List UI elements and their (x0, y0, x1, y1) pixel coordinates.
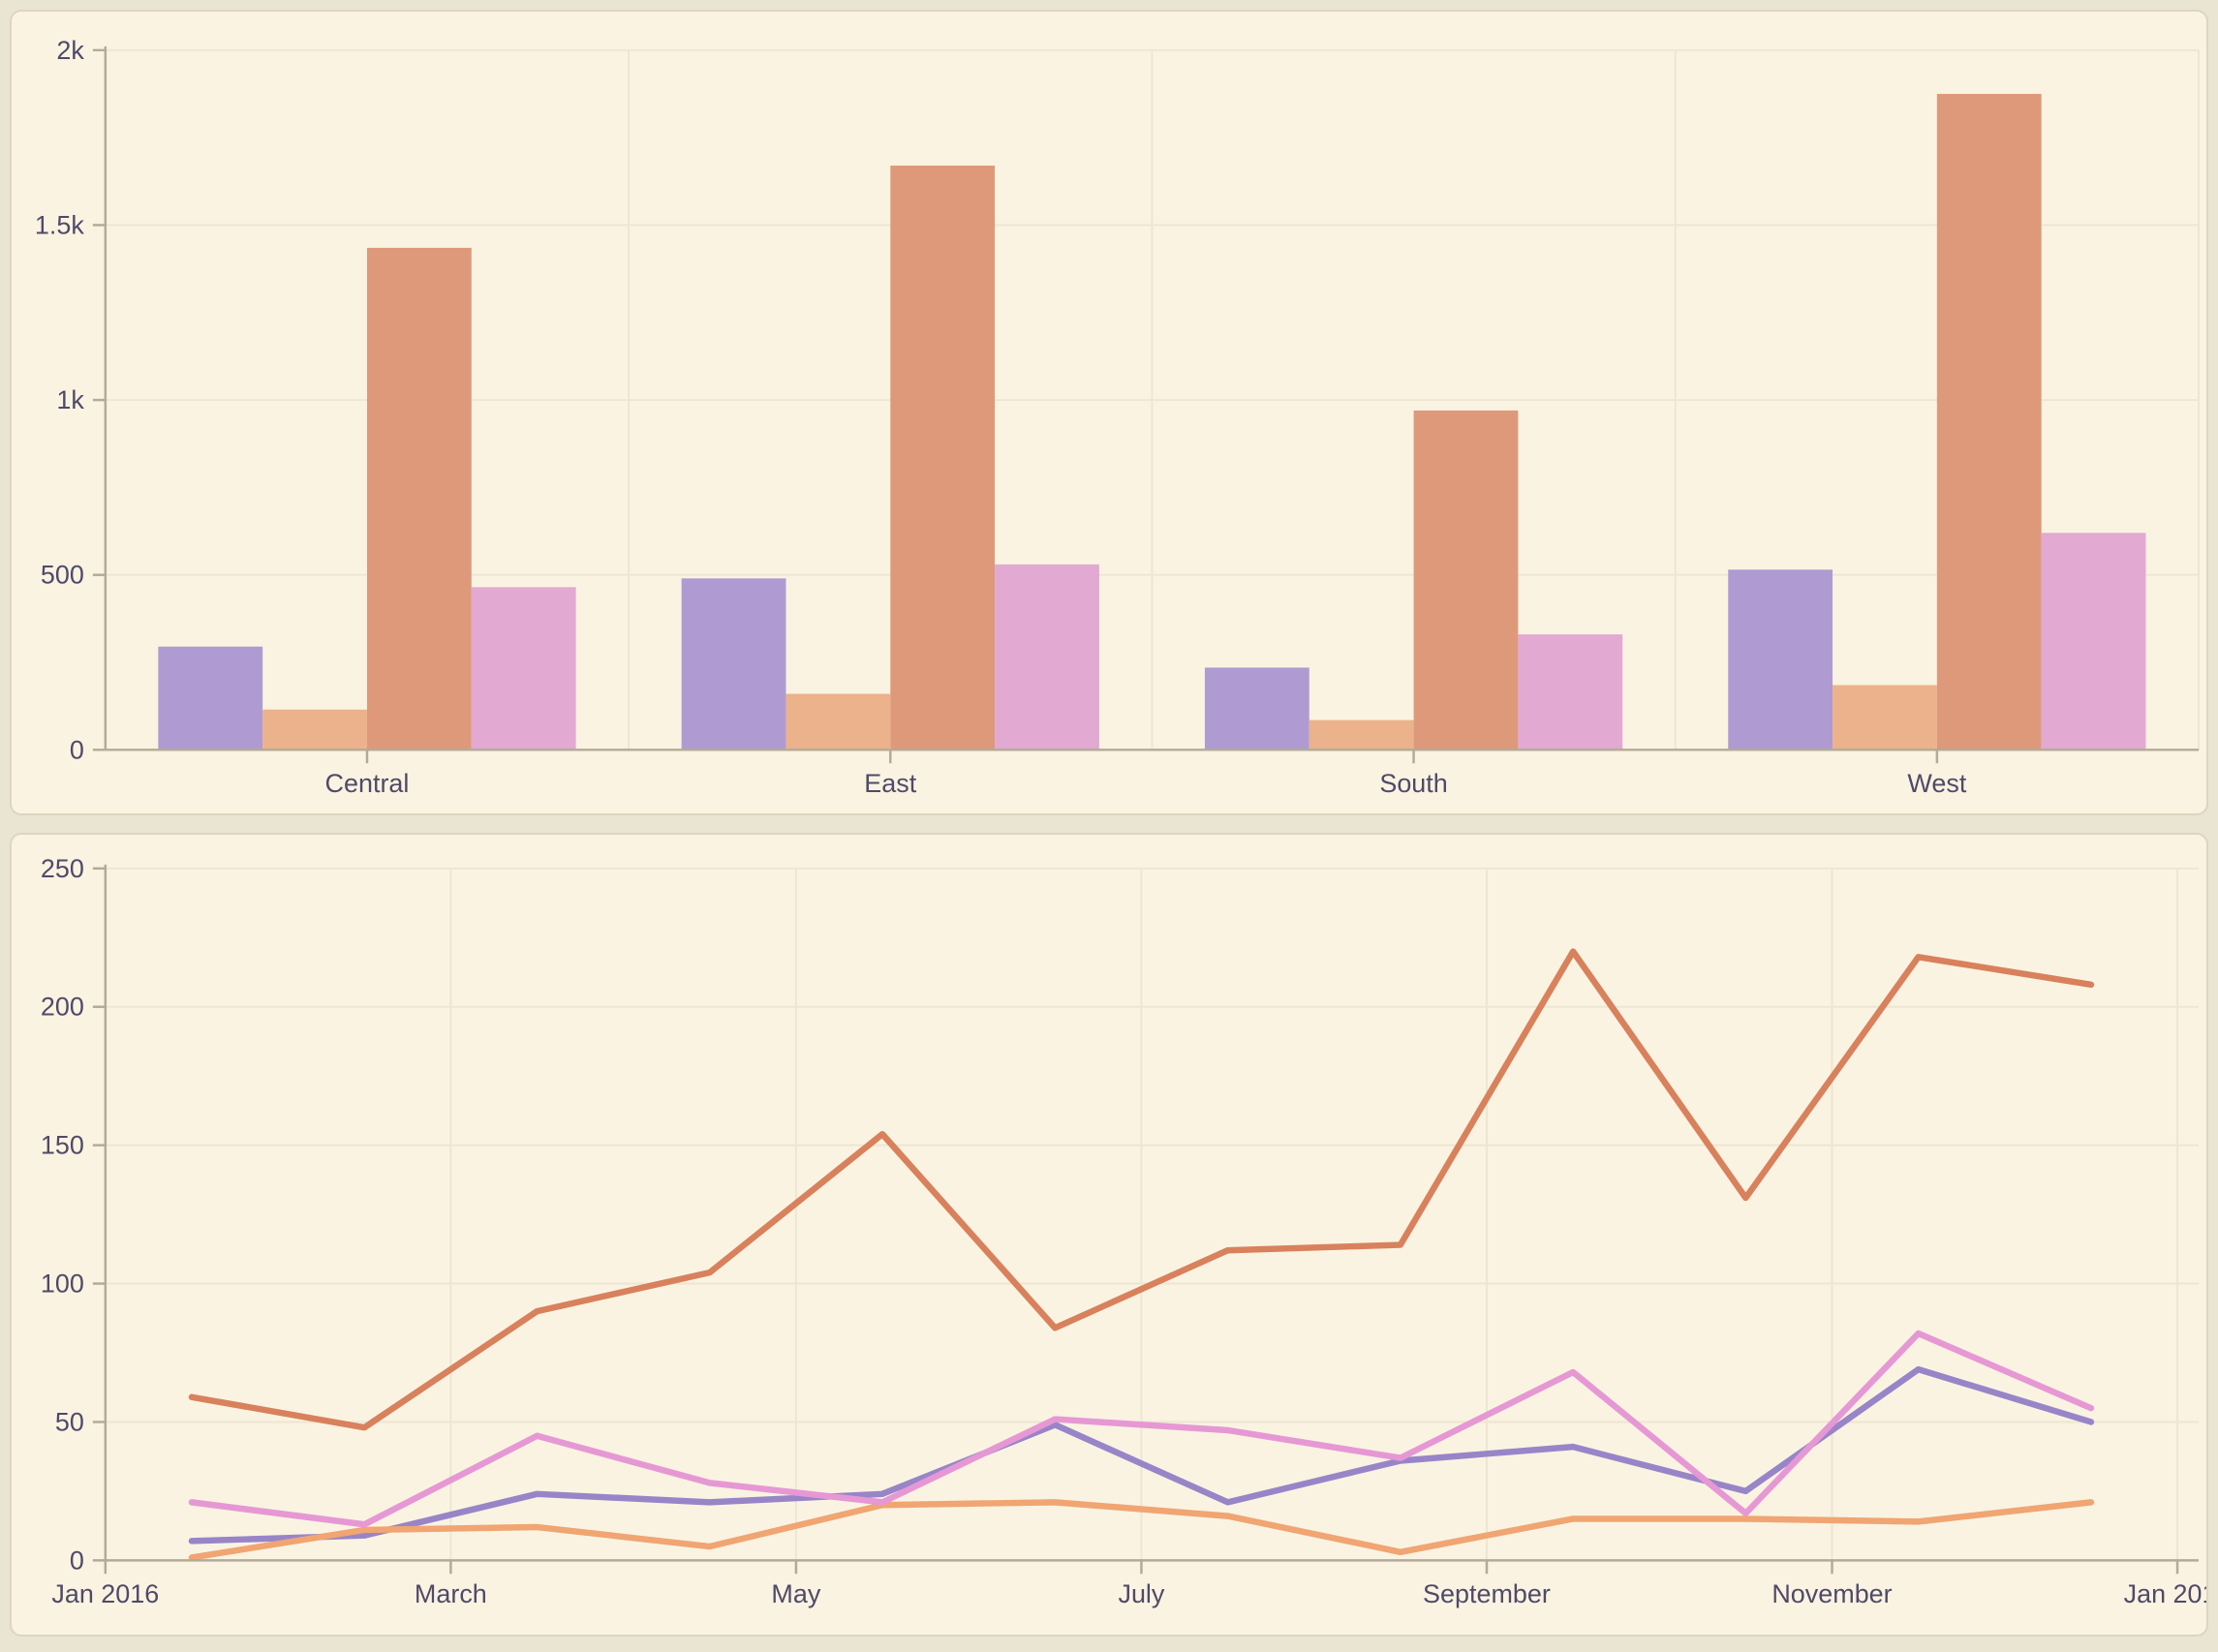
bar (2041, 533, 2146, 750)
line-chart[interactable]: 0 50 100 150 200 250 Jan 2016 March May July Septe… (12, 835, 2206, 1635)
bar (1728, 569, 1833, 750)
y-tick-label: 1.5k (35, 210, 84, 239)
category-label: South (1379, 769, 1447, 798)
y-tick-label: 1k (56, 385, 84, 414)
line-series-pink (188, 1330, 2095, 1528)
x-tick-label: May (771, 1579, 820, 1608)
labels: 0 50 100 150 200 250 Jan 2016 March May July Septe… (41, 854, 2206, 1608)
x-tick-label: Jan 2017 (2124, 1579, 2206, 1608)
line-series-orange (188, 1499, 2095, 1561)
x-tick-label: Jan 2016 (51, 1579, 159, 1608)
x-tick-label: March (415, 1579, 487, 1608)
x-tick-label: September (1423, 1579, 1551, 1608)
bar-chart[interactable]: 0 500 1k 1.5k 2k Central East South West (12, 12, 2206, 813)
bar (1936, 93, 2042, 750)
line-series-salmon (188, 948, 2095, 1431)
category-label: West (1907, 769, 1966, 798)
axes (92, 864, 2200, 1575)
bar-series (158, 93, 2146, 750)
bar (158, 646, 263, 750)
bar (786, 693, 891, 750)
line-chart-card: 0 50 100 150 200 250 Jan 2016 March May July Septe… (10, 833, 2208, 1637)
bar (1518, 634, 1623, 750)
bar (681, 578, 786, 750)
category-label: East (864, 769, 916, 798)
bar (1204, 667, 1309, 750)
y-tick-label: 200 (41, 993, 84, 1022)
bar (1413, 410, 1519, 750)
x-tick-label: November (1771, 1579, 1892, 1608)
labels: 0 500 1k 1.5k 2k Central East South West (35, 36, 1967, 798)
axes (92, 46, 2200, 764)
line-series-purple (188, 1365, 2095, 1545)
bar (1309, 719, 1414, 750)
bar (1833, 685, 1937, 750)
y-tick-label: 500 (41, 561, 84, 590)
bar (262, 709, 367, 750)
bar-chart-card: 0 500 1k 1.5k 2k Central East South West (10, 10, 2208, 815)
bar (471, 587, 576, 750)
x-tick-label: July (1118, 1579, 1164, 1608)
category-label: Central (325, 769, 410, 798)
bar (890, 166, 996, 750)
y-tick-label: 50 (55, 1407, 84, 1436)
y-tick-label: 0 (70, 1545, 84, 1575)
bar (366, 247, 472, 750)
gridlines (105, 867, 2200, 1561)
bar (995, 564, 1099, 750)
y-tick-label: 100 (41, 1270, 84, 1299)
y-tick-label: 150 (41, 1131, 84, 1160)
y-tick-label: 0 (70, 735, 84, 764)
y-tick-label: 2k (56, 36, 84, 65)
y-tick-label: 250 (41, 854, 84, 883)
line-series (188, 948, 2095, 1561)
